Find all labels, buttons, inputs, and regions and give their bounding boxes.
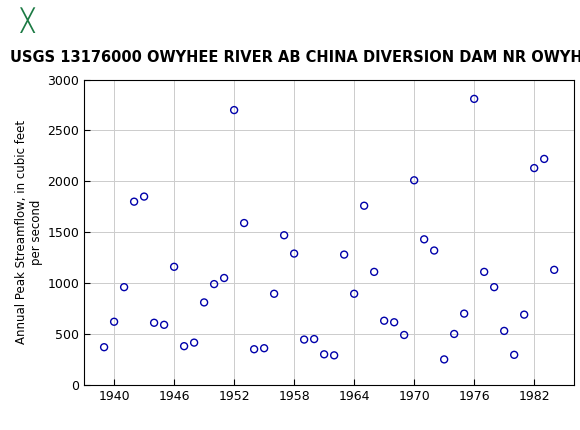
Point: [289, 250, 299, 257]
Point: [209, 281, 219, 288]
Point: [419, 236, 429, 243]
Point: [160, 321, 169, 328]
Point: [179, 343, 188, 350]
Text: USGS 13176000 OWYHEE RIVER AB CHINA DIVERSION DAM NR OWYHEE NV: USGS 13176000 OWYHEE RIVER AB CHINA DIVE…: [10, 49, 580, 64]
Point: [219, 275, 229, 282]
Point: [470, 95, 479, 102]
Point: [499, 328, 509, 335]
Point: [510, 351, 519, 358]
FancyBboxPatch shape: [3, 3, 52, 37]
Point: [409, 177, 419, 184]
Point: [240, 220, 249, 227]
Point: [259, 345, 269, 352]
Point: [270, 290, 279, 297]
Point: [169, 263, 179, 270]
Y-axis label: Annual Peak Streamflow, in cubic feet
per second: Annual Peak Streamflow, in cubic feet pe…: [15, 120, 43, 344]
Point: [490, 284, 499, 291]
Point: [249, 346, 259, 353]
Point: [539, 156, 549, 163]
Point: [190, 339, 199, 346]
Point: [350, 290, 359, 297]
Point: [360, 202, 369, 209]
Point: [459, 310, 469, 317]
Point: [119, 284, 129, 291]
Point: [129, 198, 139, 205]
Point: [280, 232, 289, 239]
Point: [99, 344, 108, 350]
Point: [530, 165, 539, 172]
Point: [320, 351, 329, 358]
Point: [150, 319, 159, 326]
Point: [440, 356, 449, 363]
Point: [450, 331, 459, 338]
Point: [310, 335, 319, 342]
Point: [400, 332, 409, 338]
Point: [329, 352, 339, 359]
Point: [480, 268, 489, 275]
Point: [369, 268, 379, 275]
Text: USGS: USGS: [67, 10, 126, 30]
Point: [110, 318, 119, 325]
Point: [200, 299, 209, 306]
Text: ╳: ╳: [21, 7, 35, 33]
Point: [339, 251, 349, 258]
Point: [379, 317, 389, 324]
Point: [430, 247, 439, 254]
Point: [230, 107, 239, 114]
Point: [299, 336, 309, 343]
Point: [550, 267, 559, 273]
Point: [139, 193, 148, 200]
Point: [390, 319, 399, 326]
Point: [520, 311, 529, 318]
